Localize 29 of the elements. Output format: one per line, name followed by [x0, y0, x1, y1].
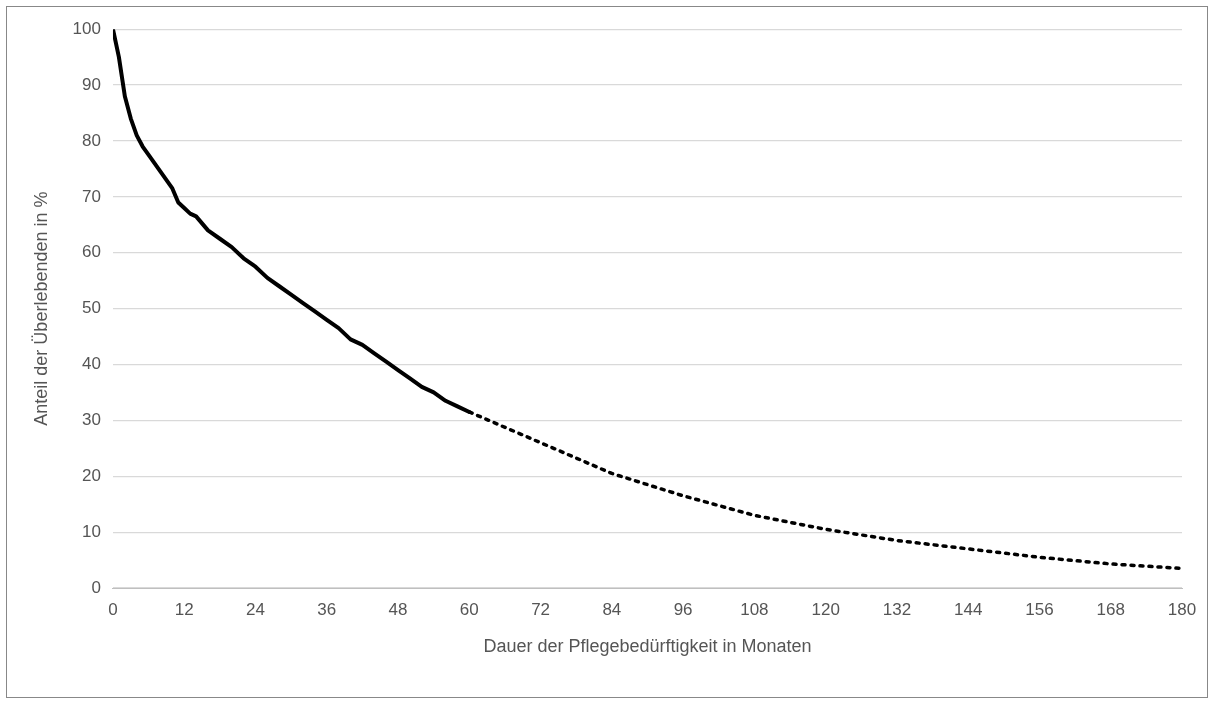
x-axis-title: Dauer der Pflegebedürftigkeit in Monaten: [483, 636, 812, 657]
y-tick-label: 10: [82, 521, 101, 541]
y-tick-label: 100: [72, 18, 101, 38]
x-tick-label: 132: [882, 599, 912, 619]
y-tick-label: 20: [82, 465, 101, 485]
x-tick-label: 168: [1096, 599, 1125, 619]
x-tick-label: 60: [459, 599, 479, 619]
x-tick-label: 12: [174, 599, 194, 619]
x-tick-label: 84: [602, 599, 622, 619]
y-tick-label: 90: [82, 74, 101, 94]
x-tick-label: 120: [811, 599, 840, 619]
x-tick-label: 108: [740, 599, 769, 619]
y-tick-label: 60: [82, 242, 101, 262]
y-tick-label: 30: [82, 410, 101, 430]
x-tick-label: 96: [673, 599, 693, 619]
x-tick-label: 72: [531, 599, 551, 619]
y-tick-label: 50: [82, 298, 101, 318]
x-tick-label: 144: [954, 599, 983, 619]
y-tick-label: 0: [91, 577, 101, 597]
y-tick-label: 70: [82, 186, 101, 206]
y-axis-title: Anteil der Überlebenden in %: [30, 191, 51, 426]
x-tick-label: 48: [388, 599, 408, 619]
y-tick-label: 80: [82, 130, 101, 150]
y-tick-label: 40: [82, 354, 101, 374]
x-tick-label: 156: [1025, 599, 1054, 619]
x-tick-label: 36: [317, 599, 337, 619]
x-tick-label: 0: [108, 599, 118, 619]
x-tick-label: 180: [1167, 599, 1197, 619]
x-tick-label: 24: [246, 599, 265, 619]
